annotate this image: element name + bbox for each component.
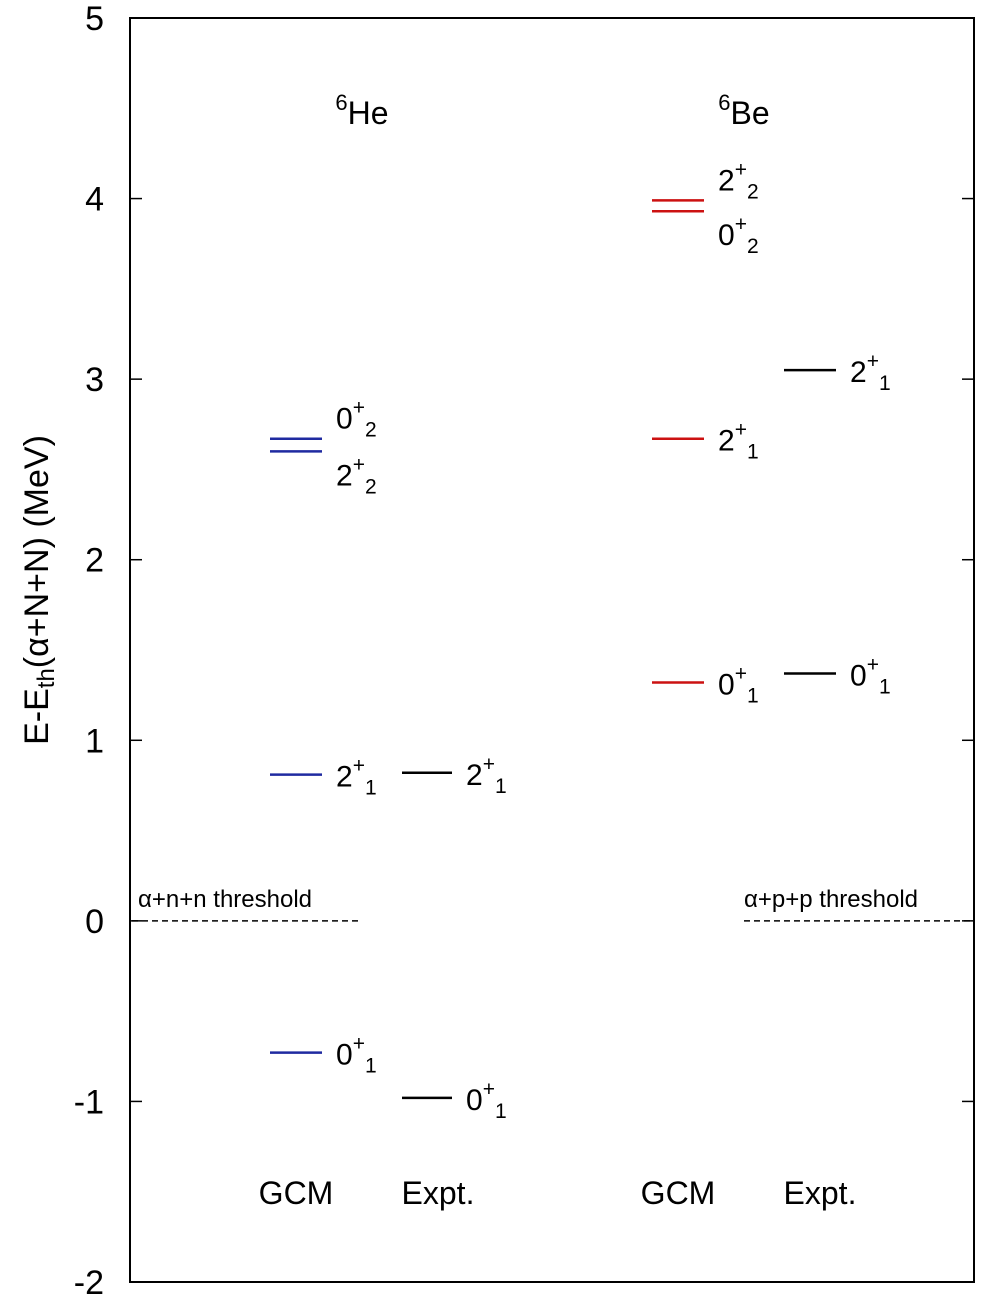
level-label: 0+1 (850, 653, 891, 698)
y-tick-label: 5 (85, 0, 104, 38)
level-label: 2+1 (850, 350, 891, 395)
column-labels: GCM Expt. GCM Expt. (259, 1175, 857, 1211)
column-label: GCM (259, 1175, 334, 1211)
y-tick-label: 4 (85, 181, 104, 219)
level-label: 2+2 (336, 453, 377, 498)
y-tick-label: 2 (85, 542, 104, 580)
y-axis-ticks: -2 -1 0 1 2 3 4 5 (74, 0, 974, 1302)
level-label: 0+2 (336, 397, 377, 442)
level-label: 0+1 (466, 1078, 507, 1123)
threshold-label: α+p+p threshold (744, 886, 918, 913)
nucleus-labels: 6He 6Be (335, 90, 769, 131)
column-label: Expt. (402, 1175, 475, 1211)
threshold-label: α+n+n threshold (138, 886, 312, 913)
nucleus-label: 6Be (718, 90, 769, 131)
level-label: 0+1 (336, 1033, 377, 1078)
level-label: 2+1 (336, 755, 377, 800)
y-tick-label: 3 (85, 361, 104, 399)
level-label: 0+2 (718, 213, 759, 258)
y-tick-label: 1 (85, 722, 104, 760)
column-label: GCM (641, 1175, 716, 1211)
level-label: 2+1 (466, 753, 507, 798)
energy-levels: 0+2 2+2 2+1 0+1 2+1 0+1 2+2 0+2 2+1 0+1 2+1 0+1 (270, 158, 891, 1123)
plot-frame (129, 17, 975, 1283)
y-tick-label: 0 (85, 903, 104, 941)
level-label: 2+1 (718, 419, 759, 464)
column-label: Expt. (784, 1175, 857, 1211)
level-label: 0+1 (718, 663, 759, 708)
y-tick-label: -1 (74, 1083, 104, 1121)
nucleus-label: 6He (335, 90, 388, 131)
level-label: 2+2 (718, 158, 759, 203)
threshold-lines: α+n+n threshold α+p+p threshold (132, 886, 972, 922)
y-axis-label: E-Eth(α+N+N) (MeV) (18, 435, 60, 745)
y-tick-label: -2 (74, 1264, 104, 1302)
